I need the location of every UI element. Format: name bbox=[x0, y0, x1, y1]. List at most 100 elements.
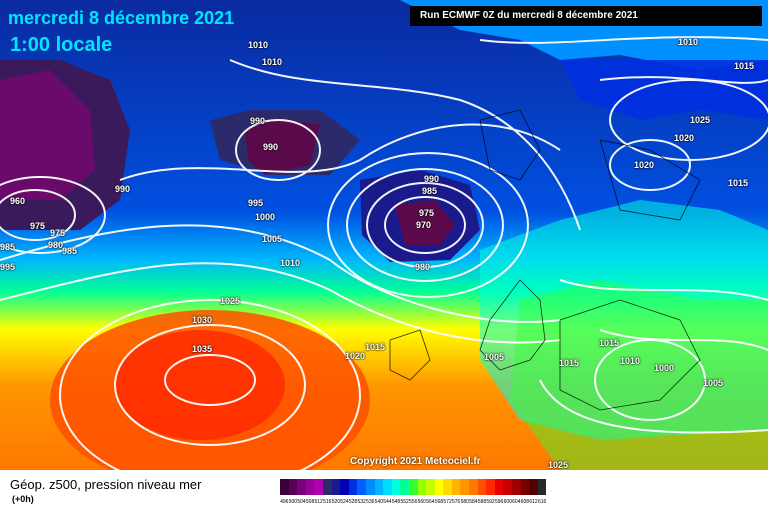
color-scale-tick: 568 bbox=[434, 499, 444, 505]
color-scale-cell bbox=[477, 479, 487, 495]
weather-map: mercredi 8 décembre 2021 1:00 locale Run… bbox=[0, 0, 768, 470]
color-scale-cell bbox=[408, 479, 418, 495]
color-scale-tick: 564 bbox=[426, 499, 435, 505]
pressure-label: 1010 bbox=[620, 356, 641, 366]
color-scale-cell bbox=[357, 479, 366, 495]
pressure-label: 985 bbox=[62, 246, 78, 256]
run-info-box: Run ECMWF 0Z du mercredi 8 décembre 2021 bbox=[410, 6, 762, 26]
map-title-time: 1:00 locale bbox=[10, 34, 113, 56]
pressure-label: 1005 bbox=[703, 378, 724, 388]
pressure-label: 985 bbox=[422, 186, 438, 196]
copyright-text: Copyright 2021 Meteociel.fr bbox=[350, 456, 481, 467]
pressure-label: 1025 bbox=[548, 460, 569, 470]
pressure-label: 990 bbox=[250, 116, 266, 126]
color-scale-tick: 504 bbox=[297, 499, 306, 505]
color-scale-tick: 560 bbox=[417, 499, 426, 505]
color-scale-tick: 500 bbox=[288, 499, 298, 505]
color-scale-tick: 604 bbox=[512, 499, 521, 505]
color-scale-cell bbox=[520, 479, 530, 495]
map-title-date: mercredi 8 décembre 2021 bbox=[8, 8, 235, 28]
color-scale bbox=[280, 479, 547, 495]
legend-subtitle: (+0h) bbox=[12, 494, 34, 504]
color-scale-cell bbox=[443, 479, 452, 495]
color-scale-cell bbox=[348, 479, 358, 495]
color-scale-tick: 528 bbox=[348, 499, 358, 505]
color-scale-tick: 516 bbox=[323, 499, 332, 505]
legend-panel: Géop. z500, pression niveau mer (+0h) 49… bbox=[0, 470, 768, 512]
pressure-label: 1020 bbox=[634, 160, 655, 170]
color-scale-tick: 572 bbox=[443, 499, 452, 505]
color-scale-tick: 608 bbox=[520, 499, 530, 505]
color-scale-cell bbox=[340, 479, 349, 495]
pressure-label: 960 bbox=[10, 196, 26, 206]
pressure-label: 975 bbox=[419, 208, 435, 218]
color-scale-cell bbox=[486, 479, 495, 495]
color-scale-cell bbox=[469, 479, 478, 495]
color-scale-tick: 612 bbox=[529, 499, 538, 505]
color-scale-tick: 532 bbox=[357, 499, 366, 505]
pressure-label: 975 bbox=[30, 221, 46, 231]
pressure-label: 970 bbox=[416, 220, 432, 230]
color-scale-tick: 520 bbox=[331, 499, 341, 505]
pressure-label: 1020 bbox=[674, 133, 695, 143]
color-scale-cell bbox=[400, 479, 409, 495]
pressure-label: 1030 bbox=[192, 315, 213, 325]
color-scale-cell bbox=[280, 479, 289, 495]
pressure-label: 990 bbox=[115, 184, 131, 194]
pressure-label: 975 bbox=[50, 228, 66, 238]
color-scale-tick: 540 bbox=[374, 499, 383, 505]
color-scale-tick: 496 bbox=[280, 499, 289, 505]
color-scale-tick: 512 bbox=[314, 499, 323, 505]
color-scale-cell bbox=[297, 479, 306, 495]
color-scale-tick: 536 bbox=[366, 499, 375, 505]
pressure-label: 1000 bbox=[654, 363, 675, 373]
color-scale-tick: 524 bbox=[340, 499, 349, 505]
color-scale-cell bbox=[503, 479, 513, 495]
color-scale-cell bbox=[365, 479, 375, 495]
pressure-label: 1015 bbox=[599, 338, 620, 348]
pressure-label: 1000 bbox=[255, 212, 276, 222]
legend-title: Géop. z500, pression niveau mer bbox=[10, 477, 202, 492]
color-scale-tick: 576 bbox=[452, 499, 461, 505]
color-scale-cell bbox=[417, 479, 427, 495]
pressure-label: 995 bbox=[0, 262, 16, 272]
color-scale-cell bbox=[451, 479, 461, 495]
color-scale-tick: 588 bbox=[477, 499, 487, 505]
pressure-label: 1005 bbox=[262, 234, 283, 244]
color-scale-cell bbox=[434, 479, 444, 495]
pressure-label: 1015 bbox=[365, 342, 386, 352]
color-scale-labels: 496 500 504 508 512 516 520 524 528 532 536 540 544 5… bbox=[280, 499, 546, 505]
color-scale-tick: 544 bbox=[383, 499, 392, 505]
color-scale-tick: 552 bbox=[400, 499, 409, 505]
color-scale-cell bbox=[288, 479, 298, 495]
pressure-label: 1010 bbox=[678, 37, 699, 47]
pressure-label: 985 bbox=[0, 242, 16, 252]
pressure-label: 980 bbox=[48, 240, 64, 250]
color-scale-cell bbox=[460, 479, 470, 495]
pressure-label: 990 bbox=[424, 174, 440, 184]
pressure-label: 1010 bbox=[262, 57, 283, 67]
color-scale-cell bbox=[305, 479, 315, 495]
color-scale-cell bbox=[314, 479, 323, 495]
color-scale-cell bbox=[529, 479, 538, 495]
color-scale-cell bbox=[374, 479, 384, 495]
color-scale-tick: 580 bbox=[460, 499, 469, 505]
color-scale-cell bbox=[426, 479, 435, 495]
pressure-label: 980 bbox=[415, 262, 431, 272]
color-scale-tick: 592 bbox=[486, 499, 495, 505]
pressure-label: 1010 bbox=[280, 258, 301, 268]
pressure-label: 1010 bbox=[248, 40, 269, 50]
pressure-label: 1025 bbox=[690, 115, 711, 125]
color-scale-cell bbox=[512, 479, 521, 495]
pressure-label: 1015 bbox=[728, 178, 749, 188]
color-scale-tick: 548 bbox=[391, 499, 401, 505]
color-scale-cell bbox=[383, 479, 392, 495]
color-scale-cell bbox=[322, 479, 332, 495]
color-scale-cell bbox=[494, 479, 504, 495]
map-canvas bbox=[0, 0, 768, 470]
color-scale-cell bbox=[537, 479, 547, 495]
pressure-label: 1035 bbox=[192, 344, 213, 354]
color-scale-cell bbox=[331, 479, 341, 495]
color-scale-tick: 584 bbox=[469, 499, 478, 505]
